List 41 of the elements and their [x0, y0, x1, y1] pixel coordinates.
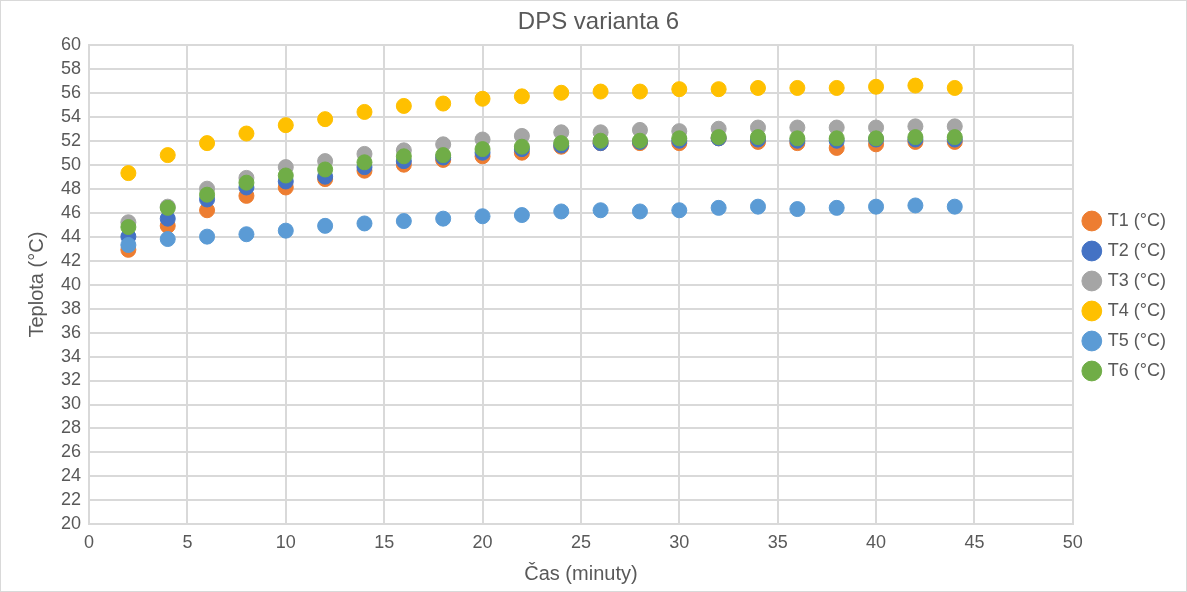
- y-tick-label: 30: [60, 393, 82, 414]
- x-tick-label: 40: [866, 532, 887, 553]
- y-tick-label: 46: [60, 201, 82, 222]
- y-tick-label: 44: [60, 225, 82, 246]
- y-tick-label: 60: [60, 33, 82, 54]
- legend-label: T1 (°C): [1107, 209, 1167, 230]
- y-tick-label: 26: [60, 441, 82, 462]
- legend-label: T4 (°C): [1107, 299, 1167, 320]
- x-tick-label: 10: [275, 532, 296, 553]
- y-tick-label: 50: [60, 153, 82, 174]
- x-tick-label: 30: [669, 532, 690, 553]
- y-tick-label: 20: [60, 513, 82, 534]
- y-tick-label: 24: [60, 465, 82, 486]
- legend-label: T6 (°C): [1107, 359, 1167, 380]
- x-tick-label: 45: [964, 532, 985, 553]
- y-tick-label: 52: [60, 129, 82, 150]
- y-tick-label: 28: [60, 417, 82, 438]
- x-tick-label: 20: [472, 532, 493, 553]
- y-tick-label: 22: [60, 489, 82, 510]
- y-axis-title: Teplota (°C): [24, 231, 47, 338]
- y-tick-label: 32: [60, 369, 82, 390]
- x-tick-label: 15: [374, 532, 395, 553]
- y-tick-label: 34: [60, 345, 82, 366]
- y-tick-label: 40: [60, 273, 82, 294]
- x-tick-label: 50: [1062, 532, 1083, 553]
- y-tick-label: 48: [60, 177, 82, 198]
- legend-label: T2 (°C): [1107, 239, 1167, 260]
- x-tick-label: 5: [182, 532, 193, 553]
- x-axis-title: Čas (minuty): [524, 561, 638, 584]
- y-tick-label: 56: [60, 81, 82, 102]
- legend-label: T5 (°C): [1107, 329, 1167, 350]
- y-tick-label: 38: [60, 297, 82, 318]
- y-tick-label: 54: [60, 105, 82, 126]
- x-tick-label: 35: [767, 532, 788, 553]
- y-tick-label: 42: [60, 249, 82, 270]
- y-tick-label: 36: [60, 321, 82, 342]
- y-tick-label: 58: [60, 57, 82, 78]
- x-tick-label: 0: [84, 532, 95, 553]
- x-tick-label: 25: [570, 532, 591, 553]
- legend-label: T3 (°C): [1107, 269, 1167, 290]
- chart-title: DPS varianta 6: [517, 7, 680, 35]
